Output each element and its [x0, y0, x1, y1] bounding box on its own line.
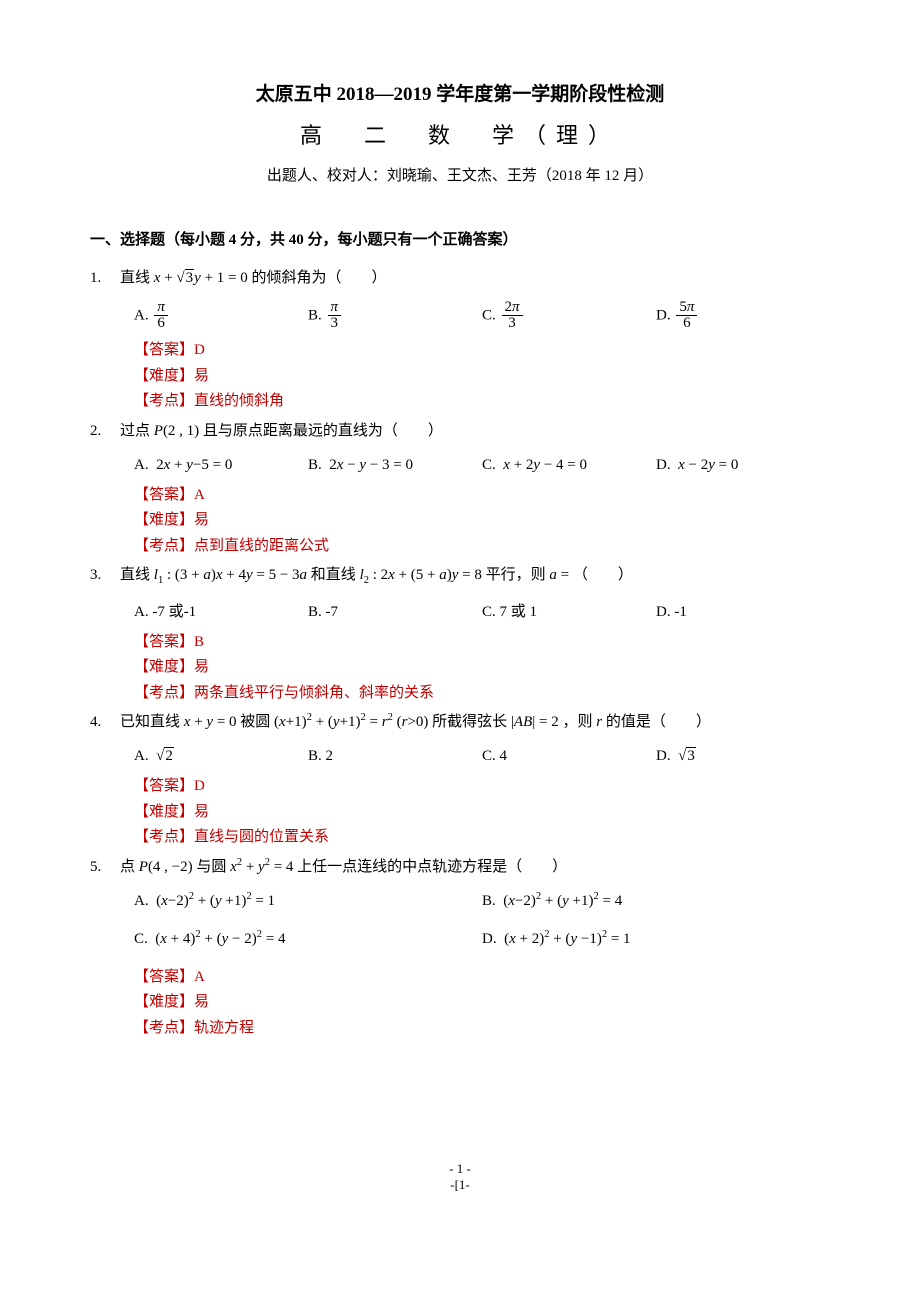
- answer: 【答案】A: [134, 965, 830, 991]
- question-2: 2. 过点 P(2 , 1) 且与原点距离最远的直线为（ ） A. 2x + y…: [90, 419, 830, 560]
- choice-c: C. 4: [482, 744, 656, 768]
- choice-a: A. -7 或-1: [134, 600, 308, 624]
- question-stem: 直线 l1 : (3 + a)x + 4y = 5 − 3a 和直线 l2 : …: [120, 563, 830, 590]
- choice-a: A. π6: [134, 300, 308, 333]
- exam-title: 太原五中 2018—2019 学年度第一学期阶段性检测: [90, 80, 830, 110]
- question-5: 5. 点 P(4 , −2) 与圆 x2 + y2 = 4 上任一点连线的中点轨…: [90, 855, 830, 1042]
- choice-row: A. -7 或-1 B. -7 C. 7 或 1 D. -1: [134, 600, 830, 624]
- topic: 【考点】点到直线的距离公式: [134, 534, 830, 560]
- topic: 【考点】两条直线平行与倾斜角、斜率的关系: [134, 681, 830, 707]
- choice-row: A. √2 B. 2 C. 4 D. √3: [134, 744, 830, 768]
- choice-b: B. (x−2)2 + (y +1)2 = 4: [482, 889, 830, 913]
- choice-d: D. x − 2y = 0: [656, 453, 830, 477]
- question-stem: 过点 P(2 , 1) 且与原点距离最远的直线为（ ）: [120, 419, 830, 443]
- choice-d: D. -1: [656, 600, 830, 624]
- topic: 【考点】直线的倾斜角: [134, 389, 830, 415]
- topic: 【考点】直线与圆的位置关系: [134, 825, 830, 851]
- choice-grid: A. (x−2)2 + (y +1)2 = 1 B. (x−2)2 + (y +…: [134, 889, 830, 951]
- question-number: 2.: [90, 419, 120, 560]
- page-footer: - 1 - -[1-: [90, 1161, 830, 1192]
- question-4: 4. 已知直线 x + y = 0 被圆 (x+1)2 + (y+1)2 = r…: [90, 710, 830, 851]
- question-stem: 点 P(4 , −2) 与圆 x2 + y2 = 4 上任一点连线的中点轨迹方程…: [120, 855, 830, 879]
- choice-b: B. π3: [308, 300, 482, 333]
- choice-b: B. 2x − y − 3 = 0: [308, 453, 482, 477]
- question-number: 3.: [90, 563, 120, 706]
- choice-a: A. 2x + y−5 = 0: [134, 453, 308, 477]
- choice-b: B. -7: [308, 600, 482, 624]
- choice-c: C. x + 2y − 4 = 0: [482, 453, 656, 477]
- answer: 【答案】B: [134, 630, 830, 656]
- difficulty: 【难度】易: [134, 800, 830, 826]
- exam-subtitle: 高 二 数 学（理）: [90, 118, 830, 153]
- answer: 【答案】D: [134, 774, 830, 800]
- choice-d: D. (x + 2)2 + (y −1)2 = 1: [482, 927, 830, 951]
- topic: 【考点】轨迹方程: [134, 1016, 830, 1042]
- difficulty: 【难度】易: [134, 990, 830, 1016]
- exam-authors: 出题人、校对人：刘晓瑜、王文杰、王芳（2018 年 12 月）: [90, 164, 830, 188]
- choice-row: A. π6 B. π3 C. 2π3 D. 5π6: [134, 300, 830, 333]
- choice-d: D. √3: [656, 744, 830, 768]
- question-1: 1. 直线 x + √3y + 1 = 0 的倾斜角为（ ） A. π6 B. …: [90, 266, 830, 415]
- choice-row: A. 2x + y−5 = 0 B. 2x − y − 3 = 0 C. x +…: [134, 453, 830, 477]
- choice-c: C. 2π3: [482, 300, 656, 333]
- footer-line2: -[1-: [90, 1177, 830, 1193]
- difficulty: 【难度】易: [134, 364, 830, 390]
- choice-a: A. (x−2)2 + (y +1)2 = 1: [134, 889, 482, 913]
- footer-line1: - 1 -: [90, 1161, 830, 1177]
- question-stem: 直线 x + √3y + 1 = 0 的倾斜角为（ ）: [120, 266, 830, 290]
- question-number: 4.: [90, 710, 120, 851]
- difficulty: 【难度】易: [134, 508, 830, 534]
- question-stem: 已知直线 x + y = 0 被圆 (x+1)2 + (y+1)2 = r2 (…: [120, 710, 830, 734]
- question-number: 5.: [90, 855, 120, 1042]
- question-number: 1.: [90, 266, 120, 415]
- question-3: 3. 直线 l1 : (3 + a)x + 4y = 5 − 3a 和直线 l2…: [90, 563, 830, 706]
- answer: 【答案】D: [134, 338, 830, 364]
- choice-c: C. (x + 4)2 + (y − 2)2 = 4: [134, 927, 482, 951]
- choice-d: D. 5π6: [656, 300, 830, 333]
- section-header: 一、选择题（每小题 4 分，共 40 分，每小题只有一个正确答案）: [90, 228, 830, 252]
- answer: 【答案】A: [134, 483, 830, 509]
- choice-b: B. 2: [308, 744, 482, 768]
- difficulty: 【难度】易: [134, 655, 830, 681]
- choice-a: A. √2: [134, 744, 308, 768]
- choice-c: C. 7 或 1: [482, 600, 656, 624]
